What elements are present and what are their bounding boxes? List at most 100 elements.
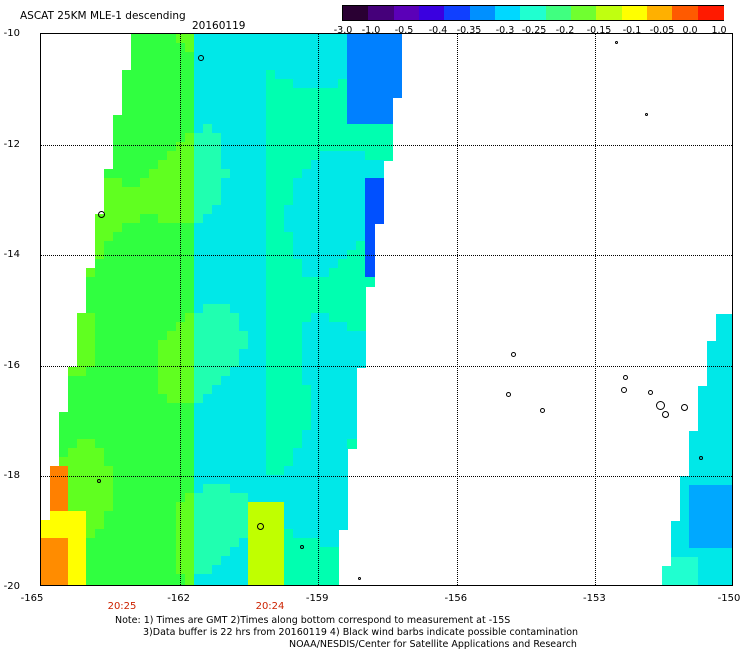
swath-cell bbox=[338, 412, 348, 422]
swath-cell bbox=[176, 529, 186, 539]
swath-cell bbox=[50, 493, 60, 503]
swath-cell bbox=[77, 448, 87, 458]
swath-cell bbox=[689, 467, 699, 477]
swath-cell bbox=[392, 43, 402, 53]
swath-cell bbox=[239, 178, 249, 188]
swath-cell bbox=[140, 313, 150, 323]
swath-cell bbox=[329, 331, 339, 341]
swath-cell bbox=[212, 340, 222, 350]
swath-cell bbox=[248, 439, 258, 449]
swath-cell bbox=[104, 556, 114, 566]
swath-cell bbox=[203, 475, 213, 485]
swath-cell bbox=[158, 484, 168, 494]
swath-cell bbox=[104, 241, 114, 251]
swath-cell bbox=[311, 214, 321, 224]
swath-cell bbox=[239, 493, 249, 503]
swath-cell bbox=[185, 457, 195, 467]
swath-cell bbox=[365, 61, 375, 71]
swath-cell bbox=[284, 493, 294, 503]
swath-cell bbox=[158, 349, 168, 359]
swath-cell bbox=[338, 259, 348, 269]
swath-cell bbox=[212, 556, 222, 566]
swath-cell bbox=[293, 439, 303, 449]
swath-cell bbox=[230, 475, 240, 485]
swath-cell bbox=[311, 313, 321, 323]
swath-cell bbox=[59, 457, 69, 467]
swath-cell bbox=[50, 574, 60, 584]
swath-cell bbox=[167, 250, 177, 260]
swath-cell bbox=[311, 493, 321, 503]
swath-cell bbox=[383, 79, 393, 89]
swath-cell bbox=[302, 169, 312, 179]
swath-cell bbox=[338, 88, 348, 98]
swath-cell bbox=[293, 106, 303, 116]
swath-cell bbox=[50, 475, 60, 485]
swath-cell bbox=[275, 430, 285, 440]
colorbar-label: -0.2 bbox=[555, 25, 575, 36]
swath-cell bbox=[77, 529, 87, 539]
swath-cell bbox=[221, 466, 231, 476]
swath-cell bbox=[374, 70, 384, 80]
swath-cell bbox=[311, 574, 321, 584]
swath-cell bbox=[275, 160, 285, 170]
swath-cell bbox=[140, 52, 150, 62]
swath-cell bbox=[257, 178, 267, 188]
swath-cell bbox=[68, 385, 78, 395]
swath-cell bbox=[176, 52, 186, 62]
swath-cell bbox=[104, 277, 114, 287]
swath-cell bbox=[329, 583, 339, 585]
island-outline bbox=[655, 400, 665, 410]
swath-cell bbox=[257, 349, 267, 359]
swath-cell bbox=[329, 376, 339, 386]
swath-cell bbox=[185, 421, 195, 431]
swath-cell bbox=[320, 304, 330, 314]
swath-cell bbox=[284, 34, 294, 44]
colorbar-segment bbox=[495, 6, 522, 20]
swath-cell bbox=[320, 349, 330, 359]
swath-cell bbox=[320, 583, 330, 585]
swath-cell bbox=[257, 70, 267, 80]
swath-cell bbox=[149, 421, 159, 431]
swath-cell bbox=[230, 70, 240, 80]
swath-cell bbox=[275, 322, 285, 332]
swath-cell bbox=[266, 286, 276, 296]
swath-cell bbox=[338, 196, 348, 206]
swath-cell bbox=[59, 430, 69, 440]
swath-cell bbox=[347, 439, 357, 449]
swath-cell bbox=[239, 511, 249, 521]
swath-cell bbox=[689, 512, 699, 522]
swath-cell bbox=[248, 88, 258, 98]
swath-cell bbox=[356, 169, 366, 179]
island-outline bbox=[256, 522, 264, 530]
swath-cell bbox=[257, 430, 267, 440]
swath-cell bbox=[266, 466, 276, 476]
swath-cell bbox=[203, 583, 213, 585]
swath-cell bbox=[365, 232, 375, 242]
swath-cell bbox=[185, 259, 195, 269]
swath-cell bbox=[122, 268, 132, 278]
swath-cell bbox=[347, 286, 357, 296]
swath-cell bbox=[167, 187, 177, 197]
swath-cell bbox=[365, 169, 375, 179]
swath-cell bbox=[149, 43, 159, 53]
swath-cell bbox=[194, 538, 204, 548]
swath-cell bbox=[356, 340, 366, 350]
swath-cell bbox=[194, 61, 204, 71]
swath-cell bbox=[77, 547, 87, 557]
swath-cell bbox=[185, 52, 195, 62]
swath-cell bbox=[725, 476, 732, 486]
swath-cell bbox=[725, 485, 732, 495]
swath-cell bbox=[707, 557, 717, 567]
swath-cell bbox=[338, 232, 348, 242]
swath-cell bbox=[212, 277, 222, 287]
swath-cell bbox=[176, 421, 186, 431]
swath-cell bbox=[167, 52, 177, 62]
swath-cell bbox=[689, 449, 699, 459]
swath-cell bbox=[311, 376, 321, 386]
swath-cell bbox=[140, 259, 150, 269]
swath-cell bbox=[329, 232, 339, 242]
swath-cell bbox=[302, 439, 312, 449]
swath-cell bbox=[149, 79, 159, 89]
swath-cell bbox=[113, 511, 123, 521]
swath-cell bbox=[329, 160, 339, 170]
